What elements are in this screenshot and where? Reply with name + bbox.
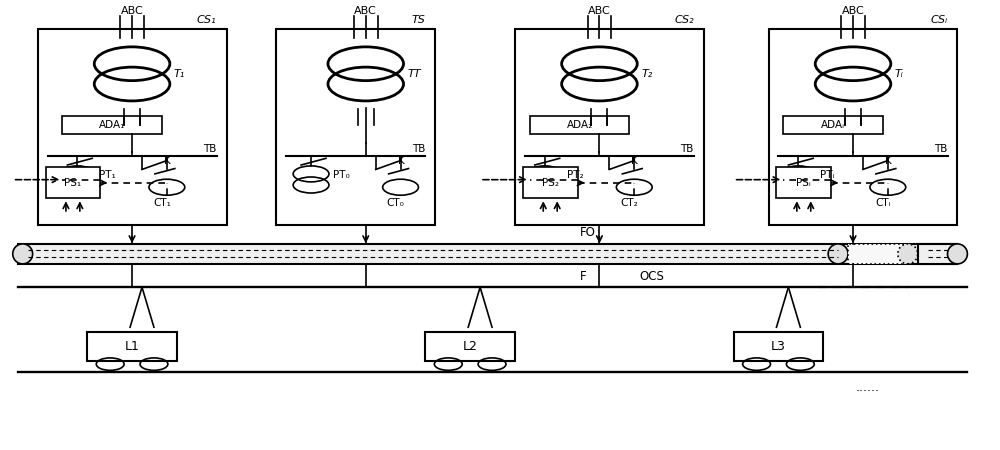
Text: TS: TS	[412, 15, 425, 25]
Text: L1: L1	[125, 340, 139, 353]
Bar	[848, 244, 908, 264]
Text: CTᵢ: CTᵢ	[875, 198, 891, 208]
Ellipse shape	[948, 244, 967, 264]
Text: FO: FO	[580, 226, 595, 239]
Text: L3: L3	[771, 340, 786, 353]
Bar	[18, 244, 957, 264]
Text: ABC: ABC	[842, 6, 864, 16]
Text: TB: TB	[681, 144, 694, 154]
Text: TB: TB	[934, 144, 948, 154]
Text: ......: ......	[856, 381, 880, 394]
Text: TB: TB	[203, 144, 217, 154]
Text: ABC: ABC	[354, 6, 377, 16]
Text: ADA₂: ADA₂	[566, 120, 593, 130]
Text: PSᵢ: PSᵢ	[796, 178, 811, 188]
Text: PTᵢ: PTᵢ	[820, 170, 835, 180]
Text: PS₁: PS₁	[64, 178, 81, 188]
Bar	[530, 116, 629, 134]
Text: PT₁: PT₁	[99, 170, 116, 180]
Ellipse shape	[898, 244, 918, 264]
Text: ......: ......	[808, 279, 832, 292]
Bar	[87, 332, 177, 360]
Text: CT₀: CT₀	[387, 198, 405, 208]
Text: K: K	[631, 156, 638, 166]
Bar	[276, 29, 435, 225]
Bar	[523, 167, 578, 198]
Bar	[515, 29, 704, 225]
Text: CS₁: CS₁	[197, 15, 217, 25]
Bar	[783, 116, 883, 134]
Text: K: K	[164, 156, 171, 166]
Bar	[918, 244, 957, 264]
Text: CT₂: CT₂	[620, 198, 638, 208]
Bar	[734, 332, 823, 360]
Text: T₁: T₁	[174, 69, 185, 79]
Text: ABC: ABC	[121, 6, 143, 16]
Text: T₂: T₂	[641, 69, 652, 79]
Text: OCS: OCS	[639, 270, 664, 283]
Bar	[769, 29, 957, 225]
Text: CS₂: CS₂	[674, 15, 694, 25]
Ellipse shape	[828, 244, 848, 264]
Text: CSᵢ: CSᵢ	[930, 15, 948, 25]
Text: K: K	[885, 156, 892, 166]
Text: ADAᵢ: ADAᵢ	[821, 120, 845, 130]
Bar	[46, 167, 100, 198]
Text: PS₂: PS₂	[542, 178, 559, 188]
Text: Tᵢ: Tᵢ	[895, 69, 904, 79]
Ellipse shape	[13, 244, 33, 264]
Bar	[425, 332, 515, 360]
Bar	[62, 116, 162, 134]
Text: PT₂: PT₂	[567, 170, 583, 180]
Bar	[776, 167, 831, 198]
Text: PT₀: PT₀	[333, 170, 350, 180]
Text: F: F	[580, 270, 586, 283]
Text: CT₁: CT₁	[153, 198, 171, 208]
Bar	[38, 29, 227, 225]
Text: L2: L2	[463, 340, 478, 353]
Text: TT: TT	[408, 69, 421, 79]
Text: ABC: ABC	[588, 6, 611, 16]
Text: K: K	[398, 156, 404, 166]
Text: TB: TB	[412, 144, 425, 154]
Text: ADA₁: ADA₁	[99, 120, 125, 130]
